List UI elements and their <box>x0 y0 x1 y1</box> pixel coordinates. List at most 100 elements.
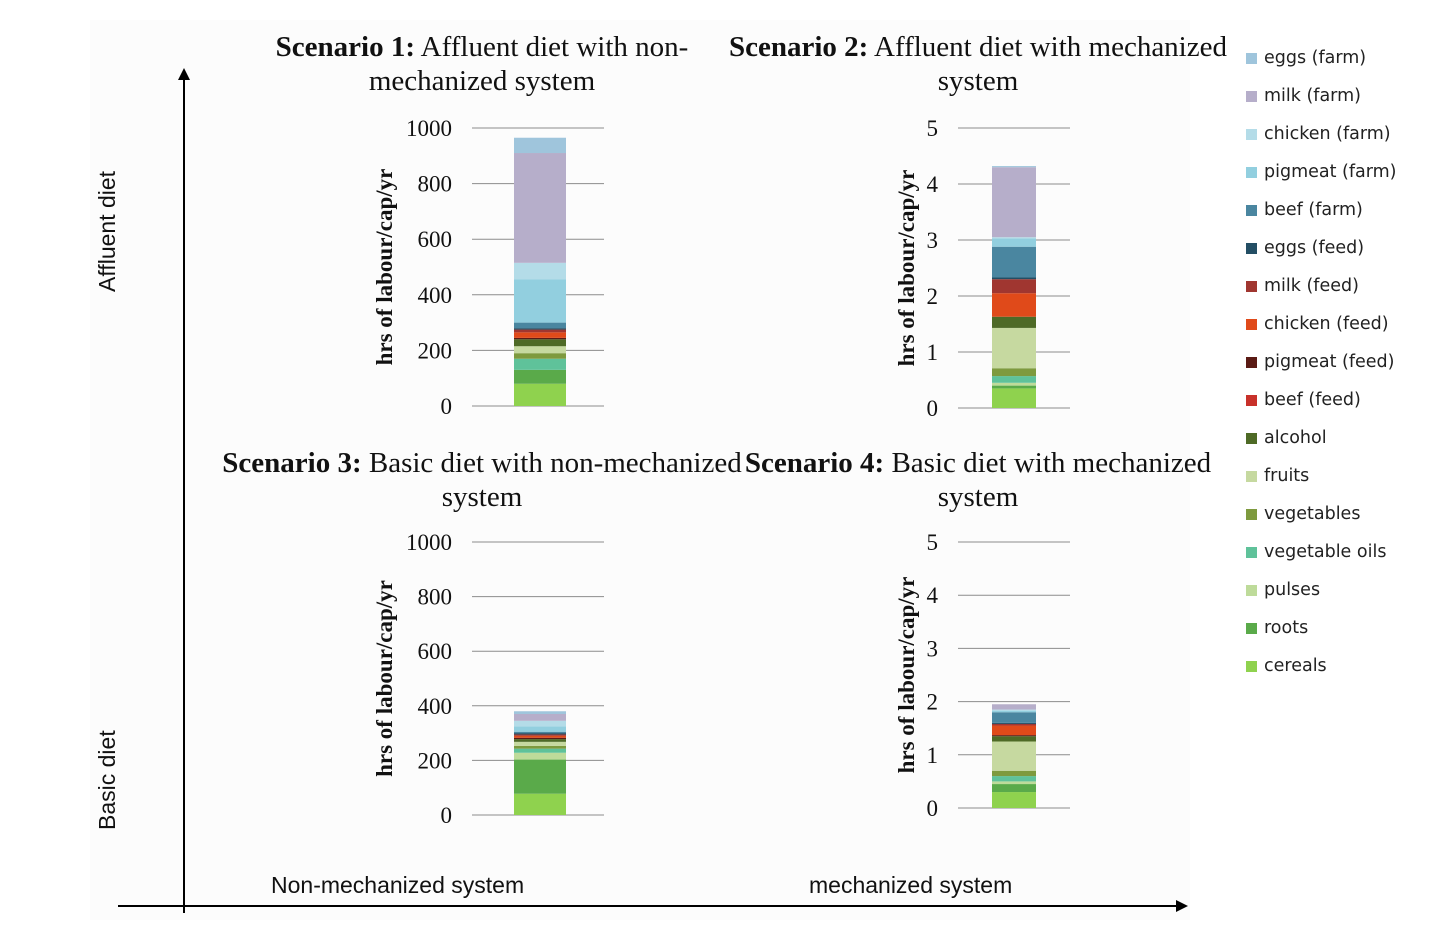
bar-segment-milk-farm <box>514 713 566 721</box>
legend-item: vegetable oils <box>1246 538 1397 576</box>
legend-item: chicken (feed) <box>1246 310 1397 348</box>
bar-segment-chicken-farm <box>992 237 1036 239</box>
legend-swatch <box>1246 433 1257 444</box>
y-tick-label: 200 <box>418 338 453 363</box>
legend-item: pigmeat (feed) <box>1246 348 1397 386</box>
y-tick-label: 0 <box>441 394 453 419</box>
bar-segment-cereals <box>514 383 566 406</box>
legend-label: pigmeat (farm) <box>1264 162 1397 182</box>
bar-segment-milk-farm <box>514 153 566 263</box>
legend-label: vegetables <box>1264 504 1361 524</box>
bar-segment-pigmeat-farm <box>992 238 1036 247</box>
bar-segment-chicken-feed <box>992 293 1036 317</box>
stacked-bar-chart: 0 200 400 600 800 1000 hrs of labour/cap/yr <box>372 530 604 828</box>
y-axis-label: hrs of labour/cap/yr <box>894 170 919 367</box>
legend-item: vegetables <box>1246 500 1397 538</box>
legend-swatch <box>1246 357 1257 368</box>
y-tick-label: 4 <box>927 172 939 197</box>
mechanized-caption: mechanized system <box>809 872 1013 898</box>
y-tick-label: 1 <box>927 743 939 768</box>
legend-label: vegetable oils <box>1264 542 1387 562</box>
legend-label: chicken (farm) <box>1264 124 1391 144</box>
bar-segment-chicken-farm <box>514 262 566 280</box>
legend-swatch <box>1246 471 1257 482</box>
bar-segment-alcohol <box>992 736 1036 742</box>
chart-title-rest: Basic diet with non-mechanized system <box>368 447 742 513</box>
bar-segment-pulses <box>992 382 1036 386</box>
bar-segment-pigmeat-farm <box>514 279 566 323</box>
legend-label: beef (farm) <box>1264 200 1363 220</box>
y-tick-label: 4 <box>927 583 939 608</box>
legend-item: chicken (farm) <box>1246 120 1397 158</box>
bar-segment-eggs-farm <box>514 137 566 154</box>
legend-label: beef (feed) <box>1264 390 1361 410</box>
chart-title-rest: Basic diet with mechanized system <box>884 447 1212 513</box>
bar-segment-cereals <box>514 793 566 815</box>
chart-title-scenario-1: Scenario 1: Affluent diet with non-mecha… <box>222 30 742 98</box>
y-axis-label: hrs of labour/cap/yr <box>894 577 919 774</box>
bar-segment-pigmeat-feed <box>514 737 566 740</box>
bar-segment-alcohol <box>992 316 1036 328</box>
bar-segment-chicken-feed <box>992 725 1036 736</box>
bar-segment-milk-farm <box>992 167 1036 238</box>
legend-label: pigmeat (feed) <box>1264 352 1395 372</box>
stacked-bar-chart: 0 1 2 3 4 5 hrs of labour/cap/yr <box>894 530 1070 821</box>
legend-label: fruits <box>1264 466 1310 486</box>
legend-label: alcohol <box>1264 428 1327 448</box>
bar-segment-vegetables <box>992 368 1036 377</box>
legend-swatch <box>1246 661 1257 672</box>
legend-item: fruits <box>1246 462 1397 500</box>
bar-segment-pulses <box>514 752 566 760</box>
bar-segment-milk-feed <box>514 329 566 333</box>
bar-segment-fruits <box>992 741 1036 771</box>
bar-segment-milk-feed <box>992 279 1036 294</box>
bar-segment-eggs-feed <box>514 328 566 330</box>
bar-segment-chicken-feed <box>514 332 566 338</box>
legend-label: cereals <box>1264 656 1327 676</box>
legend-item: eggs (feed) <box>1246 234 1397 272</box>
bar-segment-eggs-feed <box>992 277 1036 280</box>
y-tick-label: 200 <box>418 748 453 773</box>
bar-segment-fruits <box>514 346 566 354</box>
stacked-bar-chart: 0 200 400 600 800 1000 hrs of labour/cap/yr <box>372 116 604 419</box>
y-tick-label: 3 <box>927 636 939 661</box>
legend-item: pigmeat (farm) <box>1246 158 1397 196</box>
bar-segment-eggs-feed <box>514 733 566 735</box>
chart-title-rest: Affluent diet with non-mechanized system <box>368 31 689 97</box>
y-tick-label: 5 <box>927 530 939 555</box>
chart-title-rest: Affluent diet with mechanized system <box>874 31 1227 97</box>
chart-title-scenario-3: Scenario 3: Basic diet with non-mechaniz… <box>222 446 742 514</box>
bar-segment-roots <box>992 784 1036 793</box>
bar-segment-roots <box>992 385 1036 389</box>
chart-title-scenario-2: Scenario 2: Affluent diet with mechanize… <box>718 30 1238 98</box>
legend-item: cereals <box>1246 652 1397 690</box>
legend-swatch <box>1246 509 1257 520</box>
bar-segment-vegetable-oils <box>992 376 1036 383</box>
legend-swatch <box>1246 585 1257 596</box>
bar-segment-vegetables <box>514 353 566 359</box>
legend-item: alcohol <box>1246 424 1397 462</box>
bar-segment-beef-farm <box>514 322 566 329</box>
legend-label: milk (feed) <box>1264 276 1359 296</box>
legend-swatch <box>1246 91 1257 102</box>
y-tick-label: 3 <box>927 228 939 253</box>
y-tick-label: 0 <box>927 396 939 421</box>
bar-segment-milk-farm <box>992 704 1036 710</box>
legend-label: eggs (farm) <box>1264 48 1367 68</box>
legend-label: chicken (feed) <box>1264 314 1389 334</box>
y-tick-label: 2 <box>927 690 939 715</box>
legend-item: milk (feed) <box>1246 272 1397 310</box>
bar-segment-vegetable-oils <box>514 748 566 753</box>
legend: eggs (farm) milk (farm) chicken (farm) p… <box>1246 44 1397 690</box>
chart-title-bold: Scenario 1: <box>275 31 415 63</box>
bar-segment-pulses <box>992 781 1036 785</box>
legend-item: eggs (farm) <box>1246 44 1397 82</box>
bar-segment-milk-feed <box>514 734 566 736</box>
bar-segment-pigmeat-feed <box>514 337 566 340</box>
legend-swatch <box>1246 129 1257 140</box>
bar-segment-chicken-farm <box>514 720 566 727</box>
bar-segment-beef-farm <box>514 731 566 734</box>
bar-segment-vegetables <box>514 745 566 749</box>
